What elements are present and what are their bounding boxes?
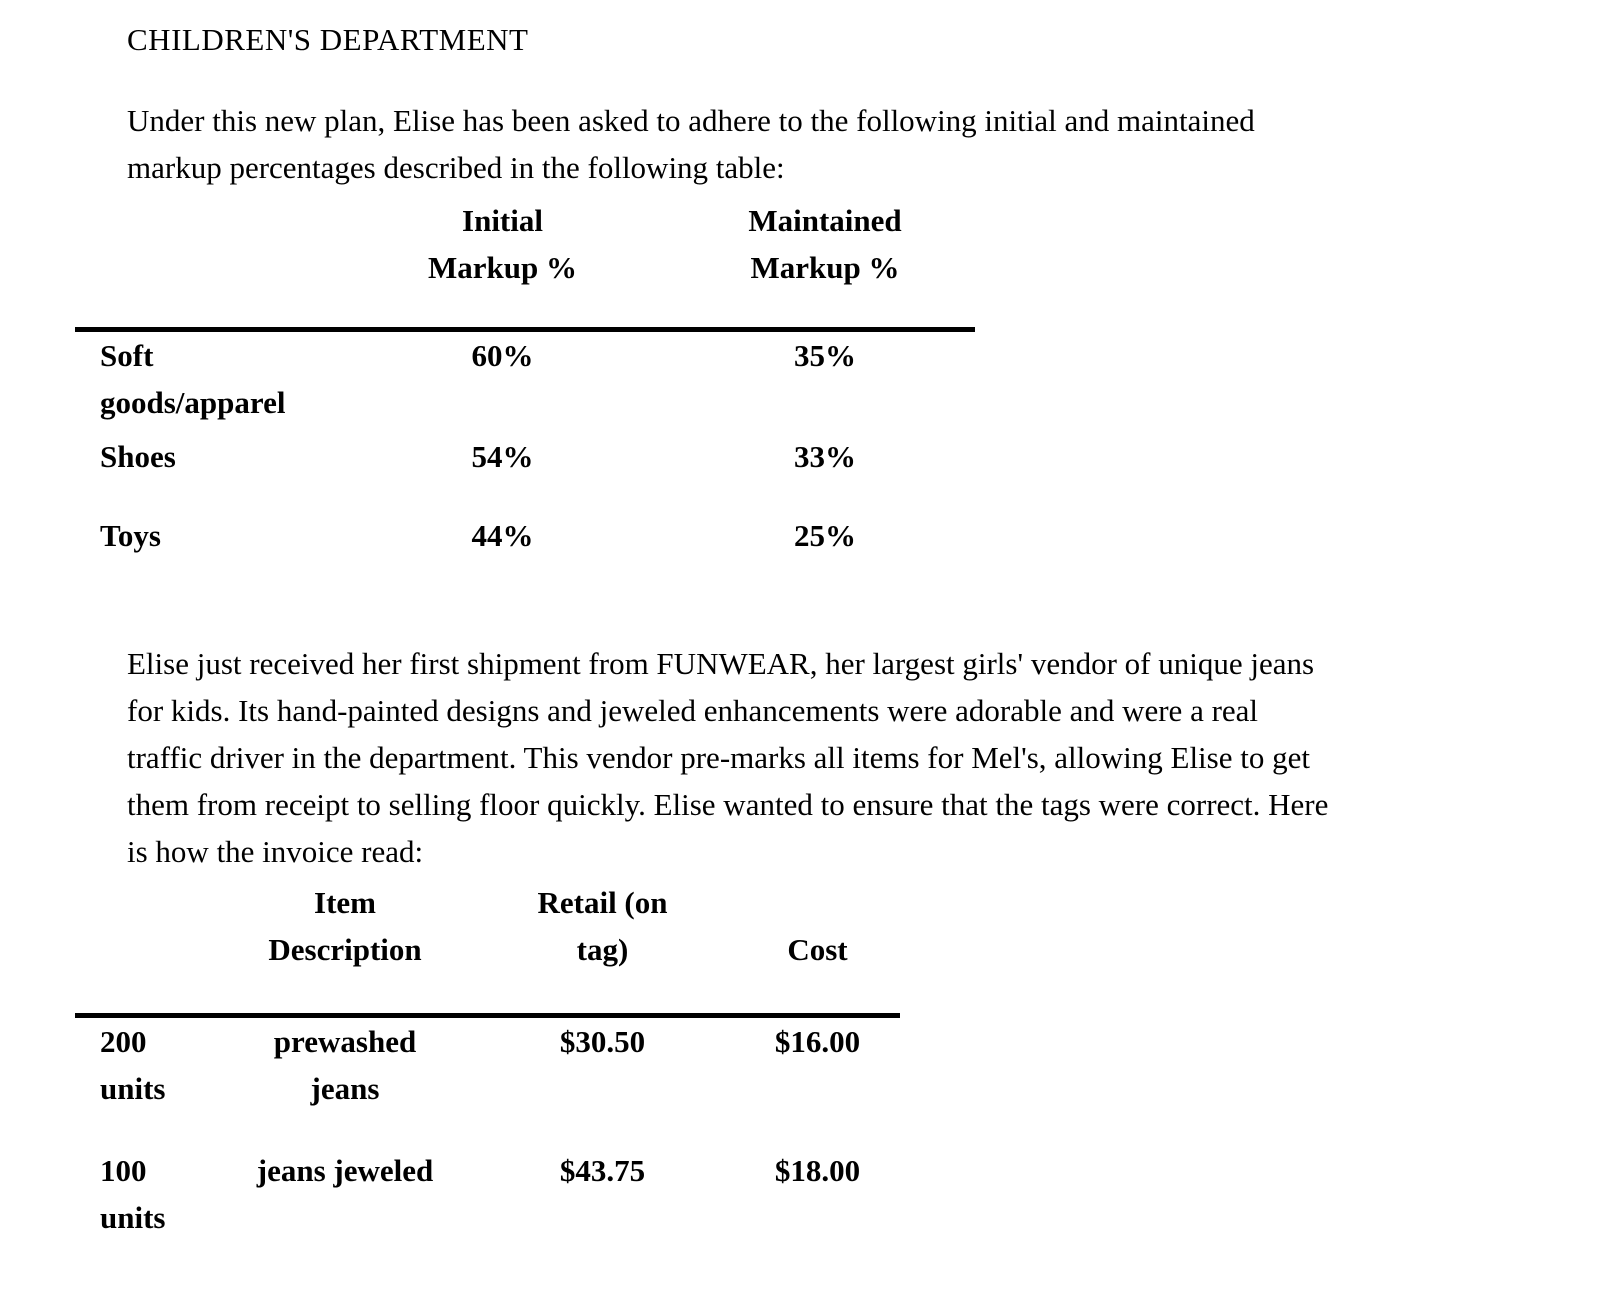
invoice-table: Item Description Retail (on tag) Cost 20… [75,879,1602,1241]
vendor-paragraph: Elise just received her first shipment f… [127,646,1329,869]
markup-table-header-row: Initial Markup % Maintained Markup % [75,197,1602,291]
description-cell: prewashed jeans [273,1024,417,1106]
category-cell: Toys [100,518,161,553]
invoice-header-cost: Cost [787,932,848,967]
maintained-markup-cell: 33% [794,439,856,474]
maintained-markup-cell: 25% [794,518,856,553]
page-title: CHILDREN'S DEPARTMENT [127,22,529,57]
markup-table: Initial Markup % Maintained Markup % Sof… [75,197,1602,559]
markup-header-maintained: Maintained Markup % [748,203,902,285]
invoice-table-header-row: Item Description Retail (on tag) Cost [75,879,1602,973]
cost-cell: $18.00 [774,1153,861,1188]
initial-markup-cell: 44% [471,518,534,553]
markup-header-initial: Initial Markup % [428,203,577,285]
maintained-markup-cell: 35% [794,338,856,373]
invoice-header-description: Item Description [268,885,422,967]
quantity-cell: 200 units [100,1024,166,1106]
quantity-cell: 100 units [100,1153,166,1235]
retail-cell: $30.50 [559,1024,646,1059]
table-row: 100 units jeans jeweled $43.75 $18.00 [75,1147,1602,1241]
table-row: Toys 44% 25% [75,512,1602,559]
description-cell: jeans jeweled [256,1153,434,1188]
intro-paragraph: Under this new plan, Elise has been aske… [127,103,1255,185]
table-row: Soft goods/apparel 60% 35% [75,332,1602,426]
markup-table-rule [75,327,975,332]
category-cell: Soft goods/apparel [100,338,286,420]
retail-cell: $43.75 [559,1153,646,1188]
table-row: Shoes 54% 33% [75,433,1602,480]
invoice-header-retail: Retail (on tag) [537,885,668,967]
invoice-table-rule [75,1013,900,1018]
initial-markup-cell: 54% [471,439,534,474]
table-row: 200 units prewashed jeans $30.50 $16.00 [75,1018,1602,1112]
category-cell: Shoes [100,439,176,474]
cost-cell: $16.00 [774,1024,861,1059]
initial-markup-cell: 60% [471,338,534,373]
